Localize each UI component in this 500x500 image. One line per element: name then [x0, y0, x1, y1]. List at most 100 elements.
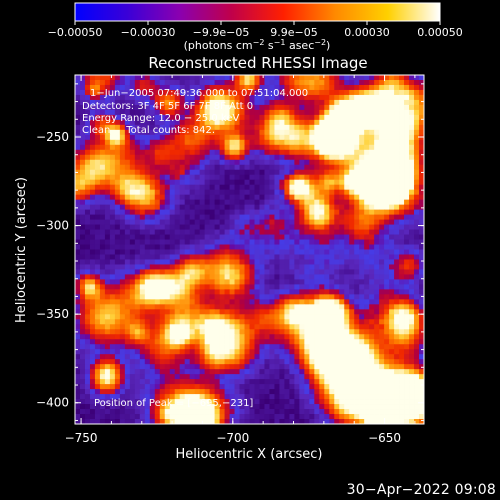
- heatmap-cell: [129, 294, 136, 300]
- heatmap-cell: [364, 329, 370, 335]
- heatmap-cell: [409, 174, 415, 181]
- heatmap-cell: [414, 94, 420, 101]
- heatmap-cell: [244, 89, 250, 96]
- heatmap-cell: [119, 84, 126, 91]
- heatmap-cell: [179, 259, 186, 265]
- heatmap-cell: [224, 414, 230, 420]
- heatmap-cell: [169, 149, 176, 156]
- heatmap-cell: [379, 159, 385, 166]
- heatmap-cell: [159, 179, 166, 186]
- heatmap-cell: [229, 294, 235, 300]
- heatmap-cell: [119, 284, 126, 290]
- heatmap-cell: [229, 219, 235, 225]
- heatmap-cell: [304, 219, 310, 225]
- heatmap-cell: [394, 104, 400, 111]
- heatmap-cell: [324, 129, 330, 136]
- heatmap-cell: [164, 249, 171, 255]
- heatmap-cell: [374, 79, 380, 86]
- heatmap-cell: [344, 339, 350, 345]
- heatmap-cell: [404, 199, 410, 206]
- heatmap-cell: [384, 119, 390, 126]
- heatmap-cell: [89, 304, 96, 310]
- heatmap-cell: [189, 344, 196, 350]
- heatmap-cell: [324, 289, 330, 295]
- heatmap-cell: [279, 289, 285, 295]
- heatmap-cell: [329, 379, 335, 385]
- heatmap-cell: [114, 274, 121, 280]
- heatmap-cell: [164, 379, 171, 385]
- heatmap-cell: [219, 274, 225, 280]
- heatmap-cell: [264, 394, 270, 400]
- heatmap-cell: [409, 384, 415, 390]
- heatmap-cell: [279, 244, 285, 250]
- heatmap-cell: [239, 134, 245, 141]
- heatmap-cell: [299, 374, 305, 380]
- heatmap-cell: [139, 184, 146, 191]
- heatmap-cell: [204, 279, 211, 285]
- heatmap-cell: [154, 109, 161, 116]
- heatmap-cell: [259, 99, 265, 106]
- heatmap-cell: [329, 314, 335, 320]
- heatmap-cell: [224, 329, 230, 335]
- heatmap-cell: [129, 329, 136, 335]
- heatmap-cell: [94, 324, 101, 330]
- heatmap-cell: [104, 329, 111, 335]
- heatmap-cell: [364, 279, 370, 285]
- heatmap-cell: [339, 109, 345, 116]
- heatmap-cell: [324, 389, 330, 395]
- heatmap-cell: [239, 89, 245, 96]
- heatmap-cell: [179, 289, 186, 295]
- heatmap-cell: [339, 224, 345, 230]
- heatmap-cell: [129, 269, 136, 275]
- heatmap-cell: [104, 109, 111, 116]
- heatmap-cell: [374, 254, 380, 260]
- heatmap-cell: [139, 344, 146, 350]
- heatmap-cell: [304, 309, 310, 315]
- heatmap-cell: [259, 319, 265, 325]
- heatmap-cell: [264, 184, 270, 191]
- heatmap-cell: [334, 75, 340, 81]
- heatmap-cell: [349, 114, 355, 121]
- heatmap-cell: [254, 344, 260, 350]
- heatmap-cell: [254, 329, 260, 335]
- heatmap-cell: [409, 379, 415, 385]
- heatmap-cell: [399, 419, 405, 425]
- heatmap-cell: [329, 99, 335, 106]
- heatmap-cell: [344, 379, 350, 385]
- heatmap-cell: [324, 174, 330, 181]
- heatmap-cell: [114, 144, 121, 151]
- heatmap-cell: [139, 109, 146, 116]
- heatmap-cell: [324, 169, 330, 176]
- heatmap-cell: [249, 204, 255, 211]
- heatmap-cell: [249, 264, 255, 270]
- heatmap-cell: [239, 114, 245, 121]
- heatmap-cell: [84, 89, 91, 96]
- heatmap-cell: [89, 189, 96, 196]
- heatmap-cell: [259, 369, 265, 375]
- heatmap-cell: [359, 259, 365, 265]
- heatmap-cell: [394, 159, 400, 166]
- heatmap-cell: [354, 314, 360, 320]
- heatmap-cell: [259, 409, 265, 415]
- heatmap-cell: [189, 159, 196, 166]
- heatmap-cell: [344, 169, 350, 176]
- heatmap-cell: [269, 119, 275, 126]
- heatmap-cell: [354, 184, 360, 191]
- heatmap-cell: [309, 319, 315, 325]
- heatmap-cell: [79, 259, 86, 265]
- heatmap-cell: [79, 304, 86, 310]
- heatmap-cell: [329, 234, 335, 240]
- heatmap-cell: [134, 339, 141, 345]
- heatmap-cell: [409, 259, 415, 265]
- heatmap-cell: [344, 144, 350, 151]
- heatmap-cell: [394, 254, 400, 260]
- heatmap-cell: [374, 334, 380, 340]
- heatmap-cell: [164, 349, 171, 355]
- heatmap-cell: [289, 364, 295, 370]
- heatmap-cell: [289, 334, 295, 340]
- heatmap-cell: [119, 319, 126, 325]
- heatmap-cell: [204, 369, 211, 375]
- heatmap-cell: [279, 364, 285, 370]
- heatmap-cell: [374, 169, 380, 176]
- heatmap-cell: [109, 114, 116, 121]
